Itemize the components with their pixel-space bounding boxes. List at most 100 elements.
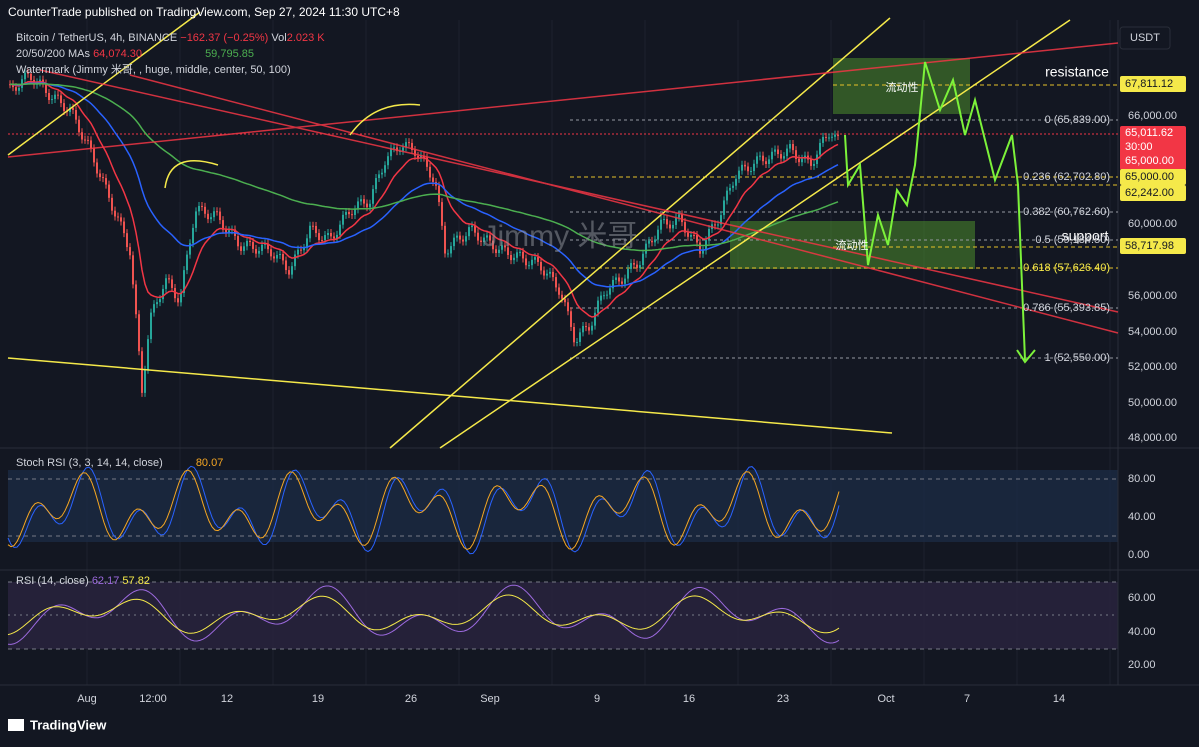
candle <box>240 246 242 251</box>
candle <box>408 142 410 144</box>
tag <box>1120 169 1186 185</box>
grid <box>86 20 1111 685</box>
candle <box>126 233 128 248</box>
candle <box>687 232 689 237</box>
candle <box>21 79 23 88</box>
candle <box>255 248 257 254</box>
candle <box>27 72 29 74</box>
candle <box>648 240 650 244</box>
liquidity-label[interactable]: 流动性 <box>836 238 869 252</box>
candle <box>132 255 134 285</box>
candle <box>441 202 443 226</box>
candle <box>495 249 497 254</box>
candle <box>306 238 308 248</box>
candle <box>216 211 218 213</box>
date-label: 9 <box>594 693 600 705</box>
candle <box>747 166 749 172</box>
candle <box>321 240 323 242</box>
candle <box>708 228 710 241</box>
candle <box>801 158 803 163</box>
liquidity-label[interactable]: 流动性 <box>886 80 919 94</box>
candle <box>171 279 173 288</box>
yellow-lines <box>7 11 1071 449</box>
candle <box>468 227 470 237</box>
candle <box>180 292 182 303</box>
candle <box>285 260 287 271</box>
candle <box>645 243 647 254</box>
date-label: 7 <box>964 693 970 705</box>
candle <box>675 217 677 225</box>
candle <box>153 304 155 313</box>
candle <box>678 214 680 218</box>
candle <box>78 119 80 133</box>
candle <box>393 147 395 149</box>
candle <box>450 246 452 254</box>
candle <box>249 240 251 243</box>
stoch-axis-label: 0.00 <box>1128 549 1149 561</box>
candle <box>228 230 230 233</box>
stoch-d <box>7 469 840 551</box>
candle <box>762 155 764 162</box>
candle <box>15 87 17 91</box>
candle <box>594 312 596 326</box>
moving-averages <box>9 80 839 318</box>
tag-text: 65,011.62 <box>1125 127 1173 139</box>
candle <box>759 155 761 157</box>
candle <box>108 184 110 198</box>
band-lines <box>8 478 1118 650</box>
candle <box>252 242 254 249</box>
liquidity-box <box>730 221 975 269</box>
change: −162.37 (−0.25%) <box>180 32 268 44</box>
candle <box>195 211 197 228</box>
candle <box>570 311 572 327</box>
date-label: 19 <box>312 693 324 705</box>
vol: 2.023 K <box>287 32 326 44</box>
candle <box>555 277 557 288</box>
support[interactable]: support <box>1062 228 1109 244</box>
price-label: 60,000.00 <box>1128 218 1177 230</box>
candle <box>135 284 137 315</box>
candle <box>696 235 698 243</box>
candle <box>300 249 302 251</box>
candle <box>384 165 386 173</box>
candle <box>714 224 716 226</box>
candle <box>264 243 266 245</box>
fib-labels: 0 (65,839.00) 0.236 (62,702.80) 0.382 (60,… <box>1023 114 1110 364</box>
candle <box>93 148 95 163</box>
candle <box>276 255 278 259</box>
sketch <box>164 103 421 189</box>
candle <box>621 281 623 284</box>
candle <box>672 224 674 229</box>
fib-label: 0.5 (59,184.50) <box>1035 234 1110 246</box>
candle <box>666 219 668 225</box>
candle <box>798 158 800 163</box>
candle <box>579 332 581 342</box>
candle <box>237 236 239 247</box>
candle <box>453 237 455 247</box>
candle <box>534 257 536 260</box>
candle <box>549 271 551 274</box>
candle <box>381 172 383 175</box>
candle <box>777 149 779 155</box>
date-label: 14 <box>1053 693 1065 705</box>
tag-text: 65,000.00 <box>1125 155 1174 167</box>
candle <box>186 254 188 271</box>
candle <box>654 239 656 243</box>
candle <box>138 314 140 352</box>
stoch-axis-label: 40.00 <box>1128 511 1156 523</box>
stoch-d: 80.07 <box>196 457 224 469</box>
candle <box>624 278 626 284</box>
candle <box>420 155 422 158</box>
date-label: 12:00 <box>139 693 167 705</box>
candle <box>504 245 506 248</box>
currency[interactable]: USDT <box>1130 32 1160 44</box>
date-label: 23 <box>777 693 789 705</box>
tag-text: 67,811.12 <box>1125 78 1173 90</box>
resistance[interactable]: resistance <box>1045 64 1109 80</box>
candle <box>543 270 545 276</box>
currency-box[interactable] <box>1119 26 1171 50</box>
candle <box>222 220 224 230</box>
candle <box>507 247 509 255</box>
candle <box>90 140 92 149</box>
